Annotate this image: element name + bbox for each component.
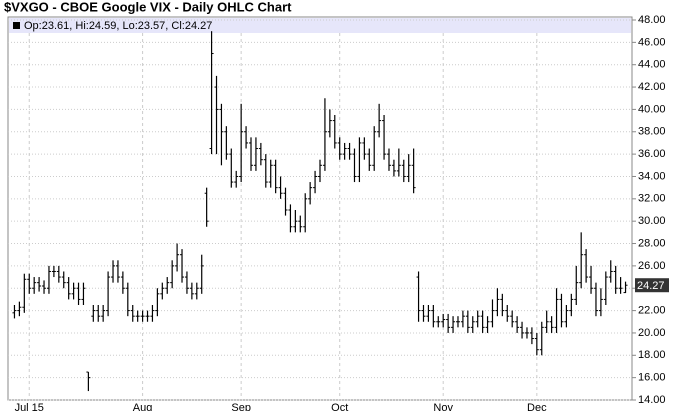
y-tick-label: 32.00 bbox=[638, 193, 666, 205]
legend-swatch bbox=[13, 22, 20, 29]
x-tick-label: Jul 15 bbox=[15, 402, 44, 411]
y-tick-label: 16.00 bbox=[638, 372, 666, 384]
y-tick-label: 26.00 bbox=[638, 260, 666, 272]
y-tick-label: 42.00 bbox=[638, 81, 666, 93]
x-tick-label: Dec bbox=[527, 402, 547, 411]
x-tick-label: Sep bbox=[231, 402, 251, 411]
x-tick-label: Nov bbox=[433, 402, 453, 411]
y-tick-label: 28.00 bbox=[638, 237, 666, 249]
info-band bbox=[9, 18, 631, 33]
y-tick-label: 44.00 bbox=[638, 59, 666, 71]
y-tick-label: 40.00 bbox=[638, 103, 666, 115]
y-tick-label: 22.00 bbox=[638, 304, 666, 316]
x-tick-label: Oct bbox=[331, 402, 348, 411]
y-tick-label: 14.00 bbox=[638, 394, 666, 406]
x-tick-label: Aug bbox=[133, 402, 153, 411]
y-tick-label: 46.00 bbox=[638, 36, 666, 48]
info-text: Op:23.61, Hi:24.59, Lo:23.57, Cl:24.27 bbox=[24, 20, 212, 32]
plot-area bbox=[7, 16, 633, 401]
chart-title: $VXGO - CBOE Google VIX - Daily OHLC Cha… bbox=[4, 0, 292, 14]
last-price-tag bbox=[635, 278, 669, 293]
y-tick-label: 30.00 bbox=[638, 215, 666, 227]
y-tick-label: 36.00 bbox=[638, 148, 666, 160]
y-tick-label: 20.00 bbox=[638, 327, 666, 339]
y-tick-label: 48.00 bbox=[638, 14, 666, 26]
y-tick-label: 18.00 bbox=[638, 349, 666, 361]
y-tick-label: 38.00 bbox=[638, 126, 666, 138]
last-price-label: 24.27 bbox=[637, 280, 665, 292]
y-tick-label: 34.00 bbox=[638, 170, 666, 182]
